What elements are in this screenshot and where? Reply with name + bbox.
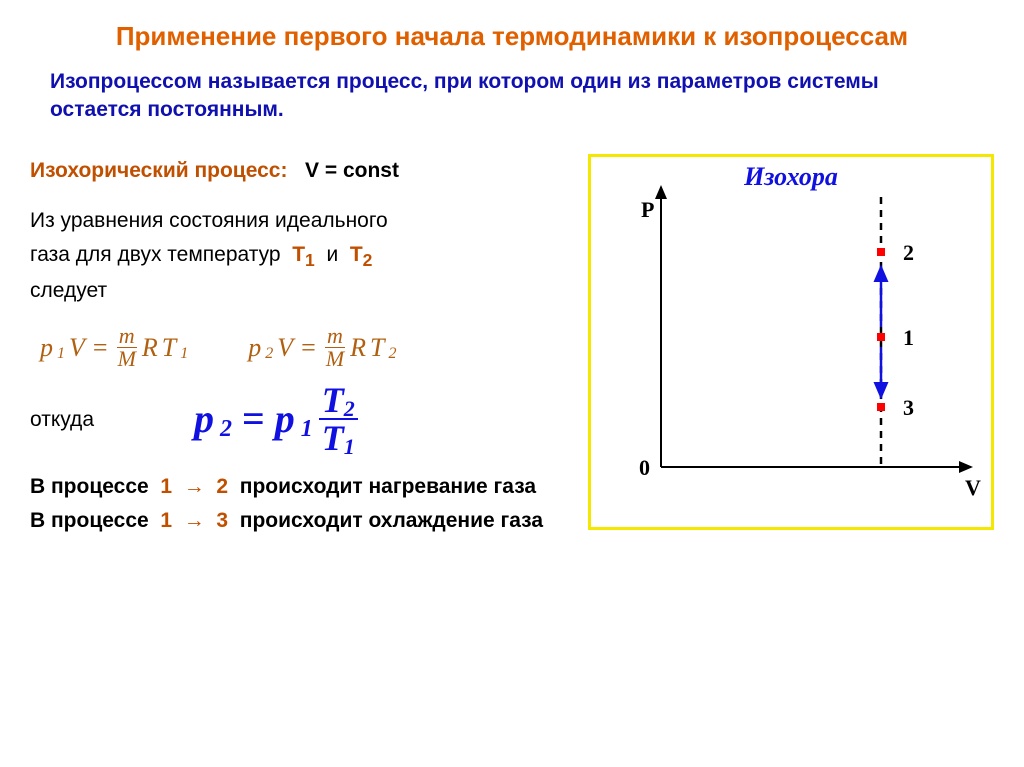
process-line-1: В процессе 1 → 2 происходит нагревание г… [30, 470, 568, 504]
svg-text:V: V [965, 475, 981, 500]
isochore-chart: Изохора P V 0 2 1 3 [588, 154, 994, 530]
process-heading: Изохорический процесс: V = const [30, 154, 568, 188]
svg-text:0: 0 [639, 455, 650, 480]
svg-text:P: P [641, 197, 654, 222]
process-condition: V = const [305, 159, 399, 182]
svg-text:3: 3 [903, 395, 914, 420]
whence-label: откуда [30, 403, 94, 437]
derivation-intro: Из уравнения состояния идеального газа д… [30, 204, 568, 307]
content-row: Изохорический процесс: V = const Из урав… [30, 154, 994, 537]
whence-row: откуда p2 = p1 T2 T1 [30, 382, 568, 456]
svg-text:1: 1 [903, 325, 914, 350]
page-title: Применение первого начала термодинамики … [30, 20, 994, 54]
chart-svg: Изохора P V 0 2 1 3 [591, 157, 991, 527]
definition-text: Изопроцессом называется процесс, при кот… [50, 68, 974, 125]
svg-text:2: 2 [903, 240, 914, 265]
left-column: Изохорический процесс: V = const Из урав… [30, 154, 568, 537]
main-equation: p2 = p1 T2 T1 [194, 382, 358, 456]
equation-row: p1V = mM RT1 p2V = mM RT2 [40, 325, 568, 370]
svg-text:Изохора: Изохора [743, 162, 838, 191]
process-line-2: В процессе 1 → 3 происходит охлаждение г… [30, 504, 568, 538]
process-lines: В процессе 1 → 2 происходит нагревание г… [30, 470, 568, 537]
equation-1: p1V = mM RT1 [40, 325, 188, 370]
process-name: Изохорический процесс [30, 159, 280, 182]
equation-2: p2V = mM RT2 [248, 325, 396, 370]
